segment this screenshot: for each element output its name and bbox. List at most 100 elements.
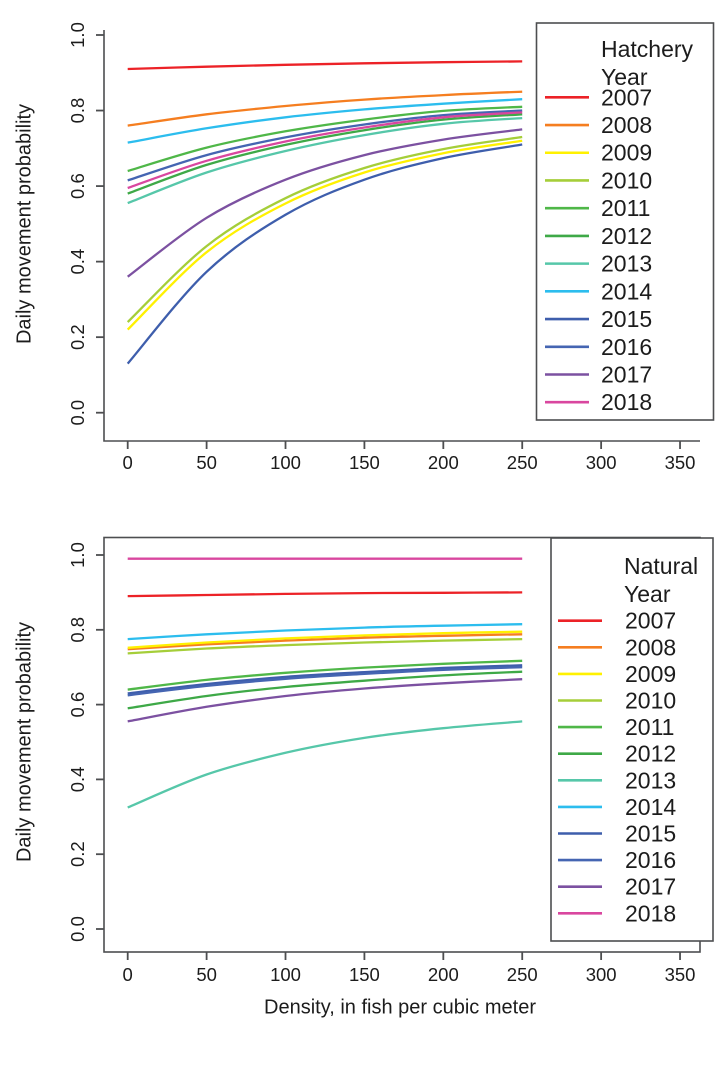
x-axis-label: Density, in fish per cubic meter	[264, 996, 536, 1019]
x-tick-label: 50	[196, 964, 217, 985]
legend-item-2009: 2009	[545, 140, 652, 166]
legend-label-2012: 2012	[625, 741, 676, 767]
natural-legend: 2007200820092010201120122013201420152016…	[550, 537, 714, 942]
y-axis-label-natural: Daily movement probability	[13, 621, 36, 863]
legend-item-2010: 2010	[545, 167, 652, 193]
legend-item-2007: 2007	[558, 608, 676, 634]
curve-2013	[127, 720, 523, 809]
curve-2017	[127, 128, 523, 278]
y-axis-label-hatchery: Daily movement probability	[13, 103, 36, 345]
plot-axes	[103, 30, 700, 442]
curve-2015	[127, 664, 523, 695]
y-tick-label: 0.6	[67, 173, 88, 199]
legend-item-2016: 2016	[545, 334, 652, 360]
legend-item-2011: 2011	[558, 714, 674, 740]
legend-item-2017: 2017	[545, 362, 652, 388]
legend-label-2018: 2018	[601, 389, 652, 415]
x-tick-label: 150	[349, 964, 380, 985]
legend-box	[535, 22, 715, 421]
y-tick-label: 0.0	[67, 400, 88, 426]
y-tick-label: 0.4	[67, 249, 88, 275]
legend-title-natural: Natural	[624, 553, 699, 579]
legend-label-2007: 2007	[625, 608, 676, 634]
legend-label-2017: 2017	[601, 362, 652, 388]
legend-item-2012: 2012	[545, 223, 652, 249]
curve-2013	[127, 116, 523, 205]
legend-item-2017: 2017	[558, 874, 676, 900]
curve-2016	[127, 109, 523, 182]
legend-box	[550, 537, 714, 942]
curve-2009	[126, 139, 523, 331]
legend-title-hatchery: Hatchery	[601, 36, 694, 62]
curve-2011	[127, 659, 523, 691]
x-tick-label: 0	[123, 452, 133, 473]
legend-label-2008: 2008	[625, 634, 676, 660]
legend-item-2018: 2018	[558, 900, 676, 926]
curve-2014	[127, 623, 523, 641]
curve-2010	[127, 637, 523, 655]
y-tick-label: 1.0	[67, 22, 88, 48]
legend-item-2009: 2009	[558, 661, 676, 687]
legend-item-2014: 2014	[558, 794, 676, 820]
x-tick-label: 300	[586, 964, 617, 985]
curve-2017	[127, 678, 523, 723]
y-tick-label: 0.2	[67, 324, 88, 350]
curve-2008	[127, 90, 523, 127]
legend-item-2015: 2015	[545, 306, 652, 332]
y-tick-label: 0.4	[67, 767, 88, 793]
curve-2010	[126, 135, 523, 323]
legend-label-2010: 2010	[601, 167, 652, 193]
x-tick-label: 300	[586, 452, 617, 473]
legend-label-2008: 2008	[601, 112, 652, 138]
legend-item-2014: 2014	[545, 278, 652, 304]
legend-label-2012: 2012	[601, 223, 652, 249]
legend-label-2016: 2016	[601, 334, 652, 360]
legend-item-2007: 2007	[545, 84, 652, 110]
legend-item-2018: 2018	[545, 389, 652, 415]
legend-item-2008: 2008	[545, 112, 652, 138]
x-tick-label: 250	[507, 964, 538, 985]
curve-2011	[127, 105, 523, 173]
curve-2018	[127, 111, 523, 190]
y-tick-label: 1.0	[67, 542, 88, 568]
x-tick-label: 250	[507, 452, 538, 473]
legend-item-2013: 2013	[545, 251, 652, 277]
x-tick-label: 0	[123, 964, 133, 985]
legend-label-2014: 2014	[601, 278, 652, 304]
legend-label-2007: 2007	[601, 84, 652, 110]
legend-label-2017: 2017	[625, 874, 676, 900]
legend-label-2010: 2010	[625, 688, 676, 714]
y-tick-label: 0.8	[67, 617, 88, 643]
hatchery-legend: 2007200820092010201120122013201420152016…	[535, 22, 715, 421]
legend-label-2013: 2013	[625, 767, 676, 793]
legend-item-2011: 2011	[545, 195, 650, 221]
curve-2012	[127, 113, 523, 195]
legend-title-natural-year: Year	[624, 581, 671, 607]
legend-label-2009: 2009	[625, 661, 676, 687]
x-tick-label: 200	[428, 964, 459, 985]
x-tick-label: 100	[270, 452, 301, 473]
legend-label-2011: 2011	[625, 714, 674, 740]
legend-label-2013: 2013	[601, 251, 652, 277]
x-tick-label: 100	[270, 964, 301, 985]
curve-2008	[127, 633, 523, 651]
hatchery-plot: 0.0 0.2 0.4 0.6 0.8 1.0 0 50 100 150 200 250 300 350	[67, 22, 700, 473]
x-tick-label: 350	[665, 452, 696, 473]
x-tick-label: 150	[349, 452, 380, 473]
curve-2012	[127, 670, 523, 710]
curve-2009	[127, 630, 523, 649]
legend-item-2012: 2012	[558, 741, 676, 767]
legend-item-2015: 2015	[558, 821, 676, 847]
y-tick-label: 0.2	[67, 841, 88, 867]
legend-item-2016: 2016	[558, 847, 676, 873]
natural-plot: 0.0 0.2 0.4 0.6 0.8 1.0 0 50 100 150 200 250 300 350	[67, 536, 701, 985]
legend-label-2009: 2009	[601, 140, 652, 166]
legend-item-2008: 2008	[558, 634, 676, 660]
x-tick-label: 350	[665, 964, 696, 985]
curve-2016	[127, 666, 523, 697]
y-tick-label: 0.8	[67, 98, 88, 124]
legend-label-2014: 2014	[625, 794, 676, 820]
curve-2007	[127, 60, 523, 71]
